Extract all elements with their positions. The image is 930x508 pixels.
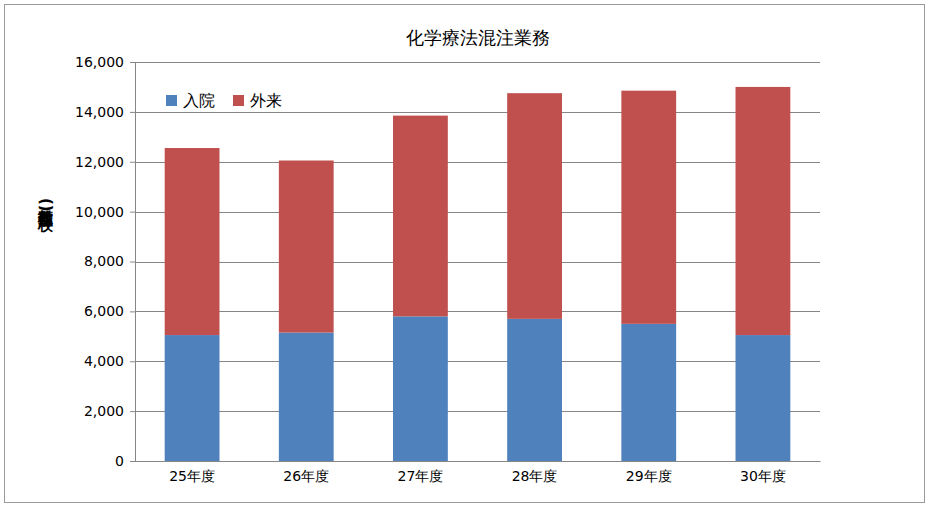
tick: 26年度 (283, 461, 329, 484)
chart-frame (5, 5, 925, 503)
bar (507, 93, 562, 319)
tick: 28年度 (512, 461, 558, 484)
legend-label: 入院 (183, 91, 215, 110)
tick: 12,000 (75, 154, 135, 170)
bar (736, 335, 791, 461)
tick: 8,000 (84, 253, 135, 269)
tick-mark (130, 311, 135, 312)
tick: 27年度 (398, 461, 444, 484)
bar (393, 116, 448, 317)
tick-mark (130, 112, 135, 113)
bar (393, 316, 448, 461)
tick: 30年度 (740, 461, 786, 484)
tick-label: 2,000 (84, 403, 124, 419)
bars (165, 87, 791, 461)
tick-mark (130, 262, 135, 263)
tick: 4,000 (84, 353, 135, 369)
title: 化学療法混注業務 (406, 27, 550, 48)
tick-label: 30年度 (740, 468, 786, 484)
tick: 2,000 (84, 403, 135, 419)
axis-line (136, 461, 821, 462)
legend-label: 外来 (250, 91, 282, 110)
grid-line (135, 361, 820, 362)
tick: 10,000 (75, 204, 135, 220)
grid (135, 63, 820, 462)
tick-label: 6,000 (84, 303, 124, 319)
grid-line (135, 411, 820, 412)
tick-mark (130, 62, 135, 63)
tick-label: 10,000 (75, 204, 124, 220)
tick: 14,000 (75, 104, 135, 120)
tick-label: 8,000 (84, 253, 124, 269)
series-bars (165, 316, 791, 461)
bar (279, 161, 334, 333)
tick-label: 28年度 (512, 468, 558, 484)
legend-item: 入院 (166, 91, 215, 110)
grid-line (135, 461, 820, 462)
tick-label: 29年度 (626, 468, 672, 484)
tick-label: 14,000 (75, 104, 124, 120)
grid-line (135, 262, 820, 263)
bar (507, 319, 562, 461)
tick-label: 25年度 (169, 468, 215, 484)
axis-title: 注射箋枚数(枚) (37, 198, 55, 233)
legend: 入院 外来 (166, 91, 282, 110)
grid-line (135, 112, 820, 113)
bar (736, 87, 791, 335)
chart: 0 2,000 4,000 6,000 8,000 10,000 12,000 14,000 1… (0, 0, 930, 508)
series-bars (165, 87, 791, 335)
grid-line (135, 62, 820, 63)
tick-mark (130, 411, 135, 412)
bar (165, 148, 220, 335)
tick: 6,000 (84, 303, 135, 319)
tick: 25年度 (169, 461, 215, 484)
tick-mark (130, 212, 135, 213)
grid-line (135, 212, 820, 213)
legend-item: 外来 (233, 91, 282, 110)
axis-line (130, 63, 136, 462)
legend-swatch (233, 95, 244, 106)
tick: 16,000 (75, 54, 135, 70)
tick-label: 16,000 (75, 54, 124, 70)
bar (165, 335, 220, 461)
tick-label: 26年度 (283, 468, 329, 484)
x-axis: 25年度 26年度 27年度 28年度 29年度 30年度 (136, 461, 821, 484)
grid-line (135, 311, 820, 312)
bar (621, 91, 676, 324)
bar (621, 324, 676, 461)
tick-label: 27年度 (398, 468, 444, 484)
tick-mark (130, 461, 135, 462)
tick-label: 0 (115, 453, 124, 469)
tick: 29年度 (626, 461, 672, 484)
tick-mark (130, 361, 135, 362)
bar (279, 333, 334, 461)
tick-label: 12,000 (75, 154, 124, 170)
legend-swatch (166, 95, 177, 106)
tick: 0 (115, 453, 135, 469)
y-axis: 0 2,000 4,000 6,000 8,000 10,000 12,000 14,000 1… (75, 54, 136, 469)
tick-mark (130, 162, 135, 163)
grid-line (135, 162, 820, 163)
tick-label: 4,000 (84, 353, 124, 369)
